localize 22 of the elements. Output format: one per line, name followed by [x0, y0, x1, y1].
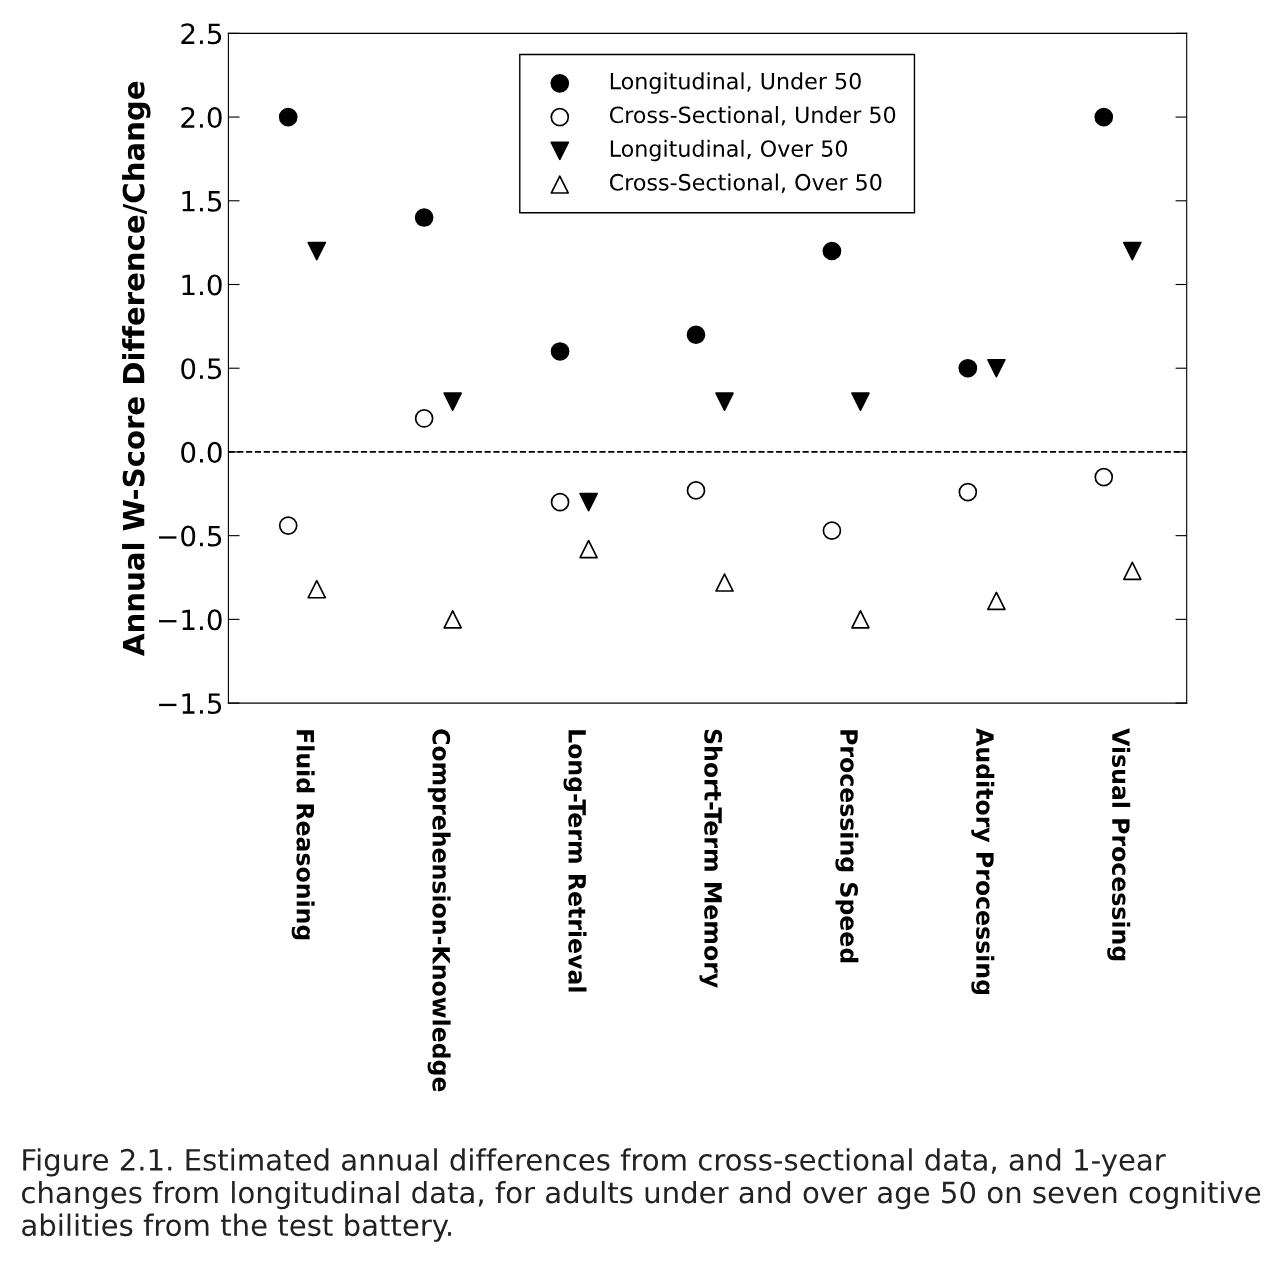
caption: Figure 2.1. Estimated annual differences from cross-sectional data, and 1-year changes from longitudinal data, for adults under and over age 50 on seven cognitive abilities from the test battery.: [22, 1148, 1261, 1242]
legend-label: Cross-Sectional, Over 50: [609, 173, 882, 193]
y-tick-label: 0.0: [181, 441, 222, 463]
legend-label: Longitudinal, Under 50: [610, 72, 861, 94]
y-tick-label: 1.0: [182, 274, 222, 296]
legend-label: Longitudinal, Over 50: [610, 139, 848, 162]
y-tick-label: 0.5: [181, 358, 222, 380]
y-axis-title: Annual W-Score Difference/Change: [122, 81, 151, 656]
x-tick-label: Long-Term Retrieval: [563, 730, 587, 992]
y-tick-label: −0.5: [159, 525, 222, 547]
x-tick-label: Fluid Reasoning: [291, 730, 315, 940]
x-tick-label: Visual Processing: [1107, 728, 1131, 961]
x-tick-label: Short-Term Memory: [699, 729, 723, 988]
x-tick-label: Auditory Processing: [971, 728, 995, 995]
y-tick-label: −1.0: [159, 609, 222, 631]
legend-label: Cross-Sectional, Under 50: [609, 106, 896, 126]
x-tick-label: Processing Speed: [835, 730, 859, 963]
y-tick-label: 1.5: [182, 191, 222, 212]
y-tick-label: 2.0: [181, 107, 222, 129]
x-tick-label: Comprehension-Knowledge: [427, 729, 451, 1092]
y-tick-label: −1.5: [159, 693, 222, 715]
y-tick-label: 2.5: [181, 23, 222, 45]
